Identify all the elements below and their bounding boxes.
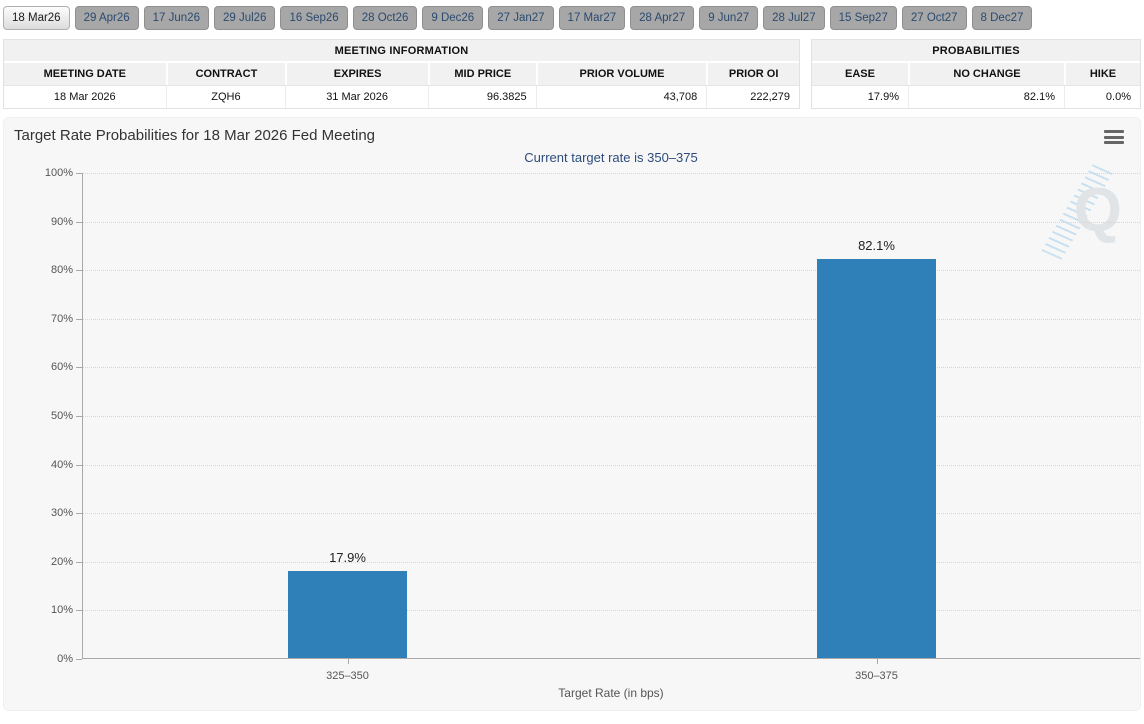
tab-9-jun27[interactable]: 9 Jun27	[699, 6, 759, 30]
tab-9-dec26[interactable]: 9 Dec26	[422, 6, 484, 30]
bar-350–375[interactable]	[817, 259, 936, 658]
meeting-information-header-row: MEETING DATE CONTRACT EXPIRES MID PRICE PRIO…	[4, 63, 799, 86]
gridline-90%	[83, 221, 1140, 223]
meeting-info-value-4: 43,708	[535, 86, 707, 108]
probabilities-header-row: EASE NO CHANGE HIKE	[812, 63, 1140, 86]
probabilities-value-1: 82.1%	[908, 86, 1064, 108]
bar-325–350[interactable]	[288, 571, 407, 658]
y-tick-50%	[76, 416, 82, 417]
gridline-100%	[83, 173, 1140, 174]
tab-27-jan27[interactable]: 27 Jan27	[488, 6, 554, 30]
x-category-label-350–375: 350–375	[855, 670, 898, 682]
y-tick-label-50%: 50%	[50, 410, 73, 422]
hamburger-menu-icon[interactable]	[1104, 129, 1124, 145]
x-axis-title: Target Rate (in bps)	[558, 686, 664, 700]
tab-29-apr26[interactable]: 29 Apr26	[74, 6, 139, 30]
y-tick-label-100%: 100%	[44, 167, 73, 179]
bar-value-label-350–375: 82.1%	[858, 237, 895, 253]
meeting-info-header-0: MEETING DATE	[43, 68, 126, 80]
gridline-30%	[83, 513, 1140, 515]
y-tick-100%	[76, 173, 82, 174]
gridline-70%	[83, 318, 1140, 320]
y-tick-label-80%: 80%	[50, 264, 73, 277]
probabilities-value-2: 0.0%	[1064, 86, 1140, 108]
tab-18-mar26[interactable]: 18 Mar26	[3, 6, 70, 30]
gridline-20%	[83, 561, 1140, 563]
tab-28-apr27[interactable]: 28 Apr27	[630, 6, 695, 30]
y-tick-label-20%: 20%	[50, 555, 73, 568]
y-tick-label-30%: 30%	[50, 507, 73, 520]
tab-28-oct26[interactable]: 28 Oct26	[352, 6, 418, 30]
y-tick-label-10%: 10%	[50, 604, 73, 617]
probabilities-title: PROBABILITIES	[812, 40, 1140, 63]
probabilities-value-0: 17.9%	[812, 86, 908, 108]
y-tick-70%	[76, 318, 82, 320]
gridline-80%	[83, 270, 1140, 272]
probabilities-header-1: NO CHANGE	[908, 63, 1064, 85]
x-category-label-325–350: 325–350	[326, 670, 369, 682]
y-tick-60%	[76, 367, 82, 369]
x-tick-325–350	[347, 659, 349, 664]
meeting-info-header-2: EXPIRES	[285, 63, 428, 85]
chart-subtitle: Current target rate is 350–375	[524, 150, 698, 165]
gridline-10%	[83, 610, 1140, 612]
y-tick-30%	[76, 513, 82, 515]
tab-8-dec27[interactable]: 8 Dec27	[971, 6, 1033, 30]
meeting-info-value-2: 31 Mar 2026	[285, 86, 428, 108]
y-tick-80%	[76, 270, 82, 272]
probabilities-header-0: EASE	[845, 68, 875, 80]
tab-17-jun26[interactable]: 17 Jun26	[143, 6, 209, 30]
meeting-info-value-0: 18 Mar 2026	[4, 86, 166, 108]
meeting-info-header-3: MID PRICE	[427, 63, 536, 85]
probabilities-header-2: HIKE	[1064, 63, 1140, 85]
bar-value-label-325–350: 17.9%	[329, 550, 366, 565]
y-tick-90%	[76, 221, 82, 223]
y-tick-label-0%: 0%	[57, 653, 73, 665]
probabilities-table: PROBABILITIES EASE NO CHANGE HIKE 17.9% 82.…	[811, 39, 1141, 109]
tab-16-sep26[interactable]: 16 Sep26	[280, 6, 348, 30]
y-tick-label-90%: 90%	[50, 215, 73, 228]
gridline-50%	[83, 416, 1140, 417]
tab-29-jul26[interactable]: 29 Jul26	[213, 6, 276, 30]
meeting-info-value-5: 222,279	[706, 86, 799, 108]
tab-27-oct27[interactable]: 27 Oct27	[901, 6, 967, 30]
y-tick-10%	[76, 610, 82, 612]
target-rate-chart-panel: Target Rate Probabilities for 18 Mar 202…	[3, 117, 1141, 711]
meeting-information-table: MEETING INFORMATION MEETING DATE CONTRACT…	[3, 39, 800, 109]
meeting-info-header-4: PRIOR VOLUME	[535, 63, 707, 85]
tab-15-sep27[interactable]: 15 Sep27	[829, 6, 897, 30]
tab-28-jul27[interactable]: 28 Jul27	[763, 6, 825, 30]
tab-17-mar27[interactable]: 17 Mar27	[558, 6, 626, 30]
x-tick-350–375	[876, 659, 878, 664]
summary-tables: MEETING INFORMATION MEETING DATE CONTRACT…	[3, 39, 1141, 109]
plot-area: 0% 10% 20% 30% 40% 50% 60% 70% 80% 90% 100% 17.9% 32…	[45, 167, 1140, 682]
probabilities-data-row: 17.9% 82.1% 0.0%	[812, 86, 1140, 108]
meeting-info-header-5: PRIOR OI	[706, 63, 799, 85]
y-tick-label-70%: 70%	[50, 312, 73, 325]
y-tick-0%	[76, 659, 82, 660]
meeting-date-tabs: 18 Mar26 29 Apr26 17 Jun26 29 Jul26 16 Sep26…	[0, 0, 1144, 30]
y-tick-label-60%: 60%	[50, 361, 73, 374]
y-tick-label-40%: 40%	[50, 458, 73, 471]
gridline-60%	[83, 367, 1140, 369]
meeting-information-data-row: 18 Mar 2026 ZQH6 31 Mar 2026 96.3825 43,708 2…	[4, 86, 799, 108]
meeting-info-value-3: 96.3825	[427, 86, 536, 108]
gridline-40%	[83, 464, 1140, 466]
y-tick-20%	[76, 561, 82, 563]
meeting-info-header-1: CONTRACT	[165, 63, 286, 85]
y-tick-40%	[76, 464, 82, 466]
meeting-information-title: MEETING INFORMATION	[4, 40, 799, 63]
meeting-info-value-1: ZQH6	[165, 86, 286, 108]
chart-title: Target Rate Probabilities for 18 Mar 202…	[14, 127, 376, 144]
